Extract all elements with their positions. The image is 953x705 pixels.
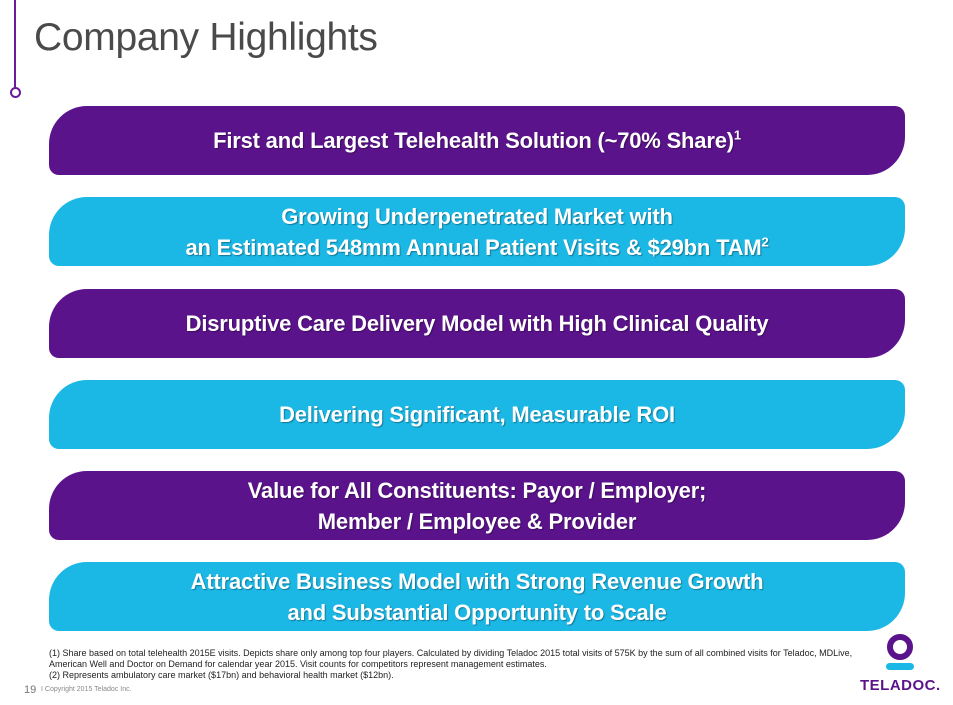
accent-line xyxy=(14,0,16,88)
banner-6-text: Attractive Business Model with Strong Re… xyxy=(190,568,764,625)
banner-3-text: Disruptive Care Delivery Model with High… xyxy=(185,311,769,336)
highlight-banner-5: Value for All Constituents: Payor / Empl… xyxy=(49,471,905,540)
highlight-banner-4: Delivering Significant, Measurable ROI xyxy=(49,380,905,449)
teladoc-logo-icon xyxy=(886,634,914,670)
highlight-banner-2: Growing Underpenetrated Market with an E… xyxy=(49,197,905,266)
accent-dot xyxy=(10,87,21,98)
page-title: Company Highlights xyxy=(34,16,378,59)
banner-5-text: Value for All Constituents: Payor / Empl… xyxy=(247,477,707,534)
banner-4-text: Delivering Significant, Measurable ROI xyxy=(279,402,675,427)
highlight-banner-1: First and Largest Telehealth Solution (~… xyxy=(49,106,905,175)
footnote-1: (1) Share based on total telehealth 2015… xyxy=(49,648,853,669)
footnote-ref-2: 2 xyxy=(761,234,769,250)
footnote-ref-1: 1 xyxy=(733,127,741,143)
banner-2-text: Growing Underpenetrated Market with an E… xyxy=(185,203,769,260)
banner-1-text: First and Largest Telehealth Solution (~… xyxy=(213,127,741,153)
highlight-banner-3: Disruptive Care Delivery Model with High… xyxy=(49,289,905,358)
footnotes: (1) Share based on total telehealth 2015… xyxy=(49,648,859,681)
copyright-notice: I Copyright 2015 Teladoc Inc. xyxy=(41,686,132,693)
page-number: 19 xyxy=(24,684,37,696)
teladoc-logo-text: TELADOC. xyxy=(860,677,941,694)
highlight-banner-6: Attractive Business Model with Strong Re… xyxy=(49,562,905,631)
footnote-2: (2) Represents ambulatory care market ($… xyxy=(49,670,394,680)
